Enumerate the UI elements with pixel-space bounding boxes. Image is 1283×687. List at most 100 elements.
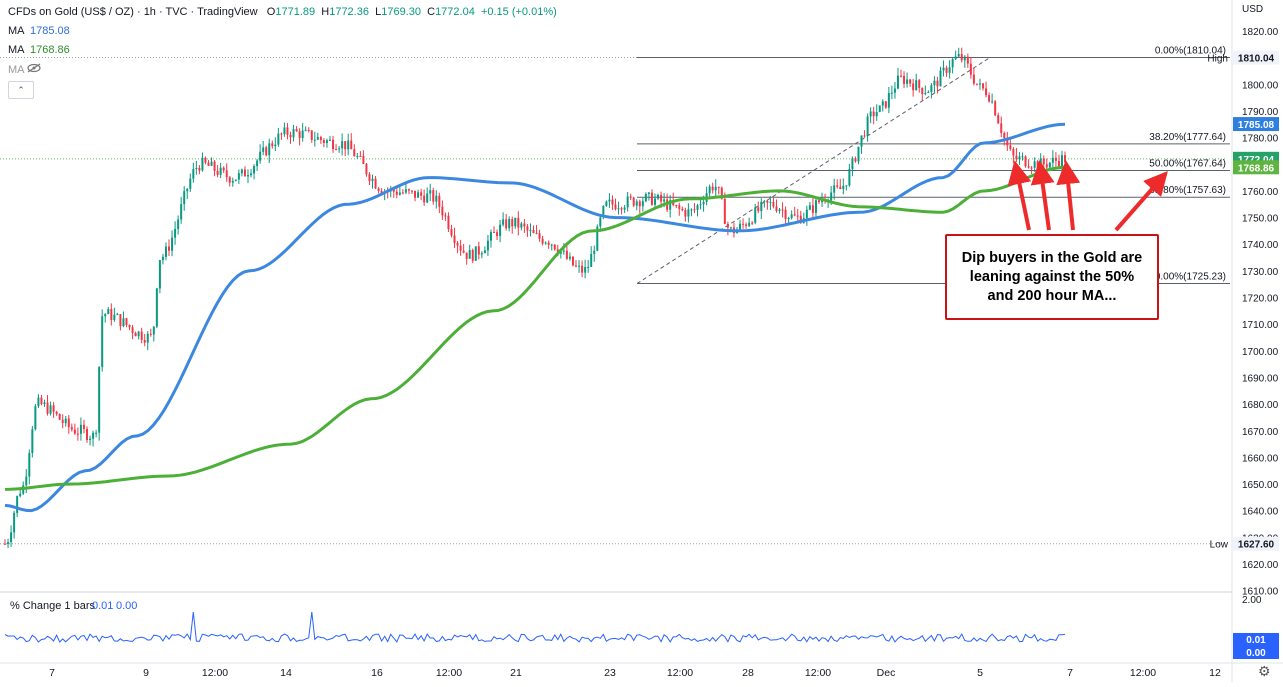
candle-body [787, 218, 790, 220]
candle-body [301, 130, 304, 139]
candle-body [587, 266, 590, 268]
price-tick-label: 1620.00 [1242, 560, 1279, 571]
close-value: 1772.04 [435, 6, 475, 18]
candle-body [328, 139, 331, 141]
candle-body [523, 223, 526, 227]
candle-body [4, 543, 6, 545]
ma-legend-fast[interactable]: MA 1785.08 [8, 25, 70, 37]
candle-body [681, 208, 684, 211]
candle-body [690, 209, 693, 211]
candle-body [271, 143, 274, 147]
candle-body [67, 418, 70, 428]
candle-body [942, 67, 945, 71]
sub-pane-axis-label: 2.00 [1242, 595, 1262, 606]
candle-body [893, 88, 896, 93]
candle-body [754, 207, 757, 223]
candle-body [429, 190, 432, 194]
candle-body [602, 205, 605, 218]
candle-body [605, 201, 608, 206]
candle-body [347, 140, 350, 150]
candle-body [702, 201, 705, 205]
candle-body [25, 476, 28, 486]
price-tick-label: 1710.00 [1242, 320, 1279, 331]
candle-body [404, 189, 407, 193]
candle-body [140, 331, 143, 341]
candle-body [945, 67, 948, 73]
candle-body [632, 197, 635, 206]
candle-body [489, 231, 492, 241]
gear-icon[interactable]: ⚙ [1258, 663, 1271, 679]
price-tick-label: 1680.00 [1242, 400, 1279, 411]
eye-crossed-icon[interactable] [27, 63, 41, 76]
candle-body [869, 111, 872, 117]
candle-body [547, 242, 550, 245]
candle-body [338, 148, 341, 150]
candle-body [839, 186, 842, 190]
candle-body [483, 250, 486, 254]
candle-body [793, 214, 796, 216]
candle-body [912, 83, 915, 91]
candle-body [213, 161, 216, 171]
time-tick-label: 16 [371, 667, 383, 679]
candle-body [131, 327, 134, 333]
candle-body [575, 265, 578, 267]
price-axis: 1820.001810.001800.001790.001780.001770.… [1242, 4, 1279, 598]
candle-body [180, 204, 183, 220]
candle-body [31, 429, 34, 454]
ma-legend-slow[interactable]: MA 1768.86 [8, 44, 70, 56]
candle-body [116, 314, 119, 316]
candle-body [359, 155, 362, 157]
candle-body [374, 178, 377, 189]
candle-body [113, 314, 116, 320]
symbol-title: CFDs on Gold (US$ / OZ) · 1h · TVC · Tra… [8, 6, 258, 18]
candle-body [46, 402, 49, 414]
high-tag-label: High [1207, 54, 1228, 65]
candle-body [872, 111, 875, 117]
candle-body [544, 242, 547, 244]
candle-body [711, 186, 714, 191]
candle-body [991, 101, 994, 103]
time-tick-label: 12:00 [667, 667, 693, 679]
time-tick-label: 12:00 [202, 667, 228, 679]
candle-body [268, 143, 271, 156]
candle-body [611, 199, 614, 205]
candle-body [590, 253, 593, 267]
candle-body [775, 206, 778, 211]
candle-body [933, 80, 936, 86]
candle-body [256, 160, 259, 167]
price-tick-label: 1640.00 [1242, 507, 1279, 518]
candle-body [805, 209, 808, 219]
candle-body [128, 324, 131, 328]
candle-body [608, 199, 611, 202]
candle-body [538, 233, 541, 239]
candle-body [459, 245, 462, 251]
candle-body [319, 137, 322, 141]
candle-body [927, 92, 930, 94]
candle-body [499, 224, 502, 237]
sub-pane-value-1: 0.01 [92, 600, 113, 612]
candle-body [104, 314, 107, 317]
candle-body [821, 199, 824, 203]
candle-body [593, 250, 596, 254]
candle-body [875, 112, 878, 117]
price-tick-label: 1660.00 [1242, 453, 1279, 464]
candle-body [909, 79, 912, 84]
candle-body [836, 185, 839, 187]
collapse-legend-button[interactable]: ⌃ [8, 81, 34, 99]
candle-body [562, 250, 565, 252]
candle-body [729, 227, 732, 229]
candle-body [857, 146, 860, 162]
candle-body [833, 185, 836, 193]
fib-level-label: 61.80%(1757.63) [1149, 185, 1226, 196]
low-value-tag-text: 1627.60 [1238, 540, 1275, 551]
ma-legend-hidden[interactable]: MA [8, 63, 41, 76]
candle-body [954, 56, 957, 60]
candle-body [86, 428, 89, 440]
candle-body [474, 246, 477, 261]
price-tick-label: 1740.00 [1242, 240, 1279, 251]
candle-body [982, 83, 985, 89]
candle-body [854, 158, 857, 162]
candle-body [171, 237, 174, 251]
